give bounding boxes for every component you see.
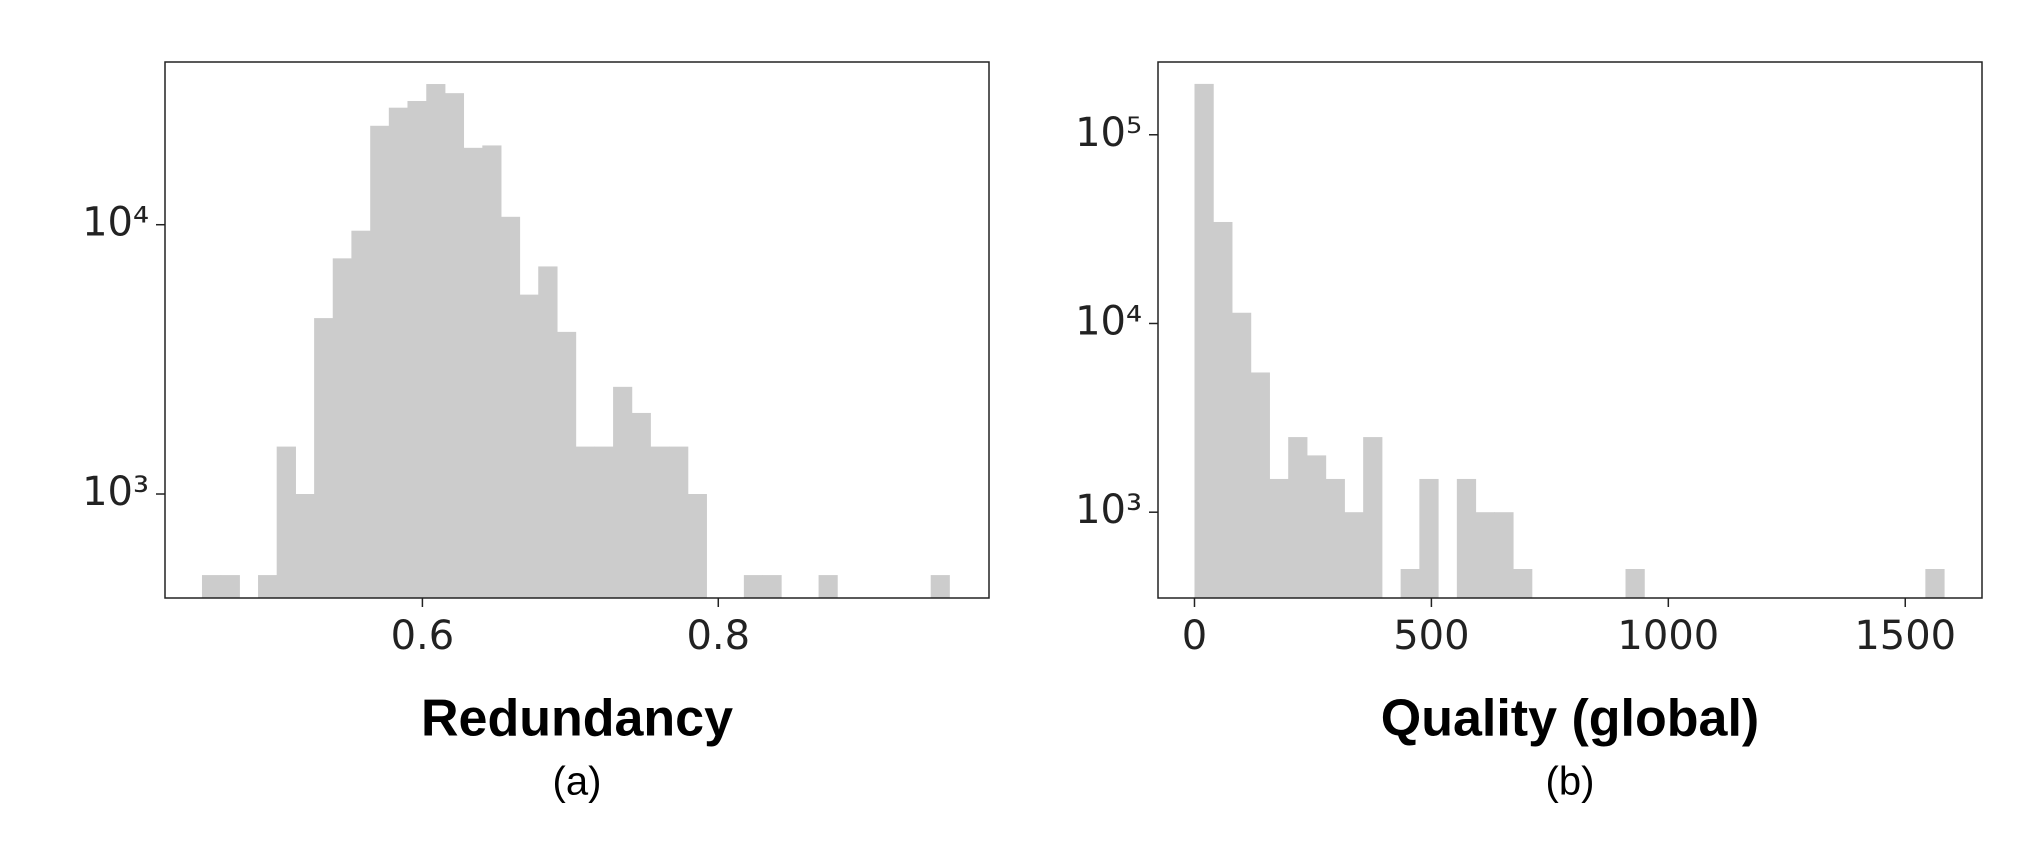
bar bbox=[201, 575, 222, 598]
bar bbox=[669, 446, 689, 598]
x-tick-label: 500 bbox=[1393, 613, 1469, 659]
bar bbox=[314, 318, 334, 598]
bar bbox=[1288, 437, 1308, 598]
bar bbox=[1494, 512, 1514, 598]
bar bbox=[1363, 437, 1383, 598]
bar bbox=[1250, 372, 1270, 598]
bar bbox=[930, 575, 950, 598]
bar bbox=[1306, 455, 1327, 598]
bar bbox=[370, 125, 390, 599]
bar bbox=[1194, 83, 1214, 598]
bar bbox=[1400, 569, 1420, 598]
axes-frame bbox=[1157, 61, 1983, 599]
bar bbox=[444, 93, 465, 598]
x-tick-label: 0.6 bbox=[391, 613, 455, 659]
bar bbox=[818, 575, 838, 598]
bar bbox=[1419, 478, 1439, 598]
x-tick-label: 1500 bbox=[1854, 613, 1956, 659]
x-axis-label: Redundancy bbox=[421, 690, 733, 748]
bar bbox=[1231, 312, 1252, 598]
x-tick-label: 1000 bbox=[1617, 613, 1719, 659]
bar bbox=[519, 294, 539, 598]
axes-frame bbox=[164, 61, 990, 599]
bar bbox=[351, 230, 371, 598]
bar bbox=[276, 446, 296, 598]
y-tick-label: 10³ bbox=[1075, 487, 1142, 533]
bar bbox=[482, 145, 502, 598]
bar bbox=[295, 494, 315, 598]
caption: (a) bbox=[553, 760, 602, 804]
bar bbox=[743, 575, 764, 598]
bar bbox=[1925, 569, 1945, 598]
bar bbox=[631, 412, 651, 598]
bar bbox=[1625, 569, 1645, 598]
bar bbox=[762, 575, 782, 598]
bar bbox=[1513, 569, 1533, 598]
y-tick-label: 10³ bbox=[82, 469, 149, 515]
bar bbox=[258, 575, 278, 598]
bar bbox=[500, 216, 521, 598]
y-tick-label: 10⁴ bbox=[82, 200, 149, 246]
x-axis-label: Quality (global) bbox=[1381, 690, 1759, 748]
bar bbox=[220, 575, 240, 598]
bar bbox=[1269, 478, 1289, 598]
bar bbox=[1456, 478, 1477, 598]
bar bbox=[575, 446, 595, 598]
bar bbox=[1344, 512, 1364, 598]
bar bbox=[557, 331, 577, 598]
bar bbox=[426, 84, 446, 598]
bar bbox=[1325, 478, 1345, 598]
y-tick-label: 10⁵ bbox=[1075, 110, 1142, 156]
caption: (b) bbox=[1546, 760, 1595, 804]
bar bbox=[538, 266, 558, 598]
bar bbox=[687, 494, 707, 598]
x-tick-label: 0 bbox=[1182, 613, 1207, 659]
bar bbox=[388, 107, 408, 598]
bar bbox=[1213, 221, 1233, 599]
bar bbox=[407, 101, 427, 598]
bar bbox=[594, 446, 614, 598]
y-tick-label: 10⁴ bbox=[1075, 298, 1142, 344]
bar bbox=[650, 446, 670, 598]
bar bbox=[1475, 512, 1495, 598]
x-tick-label: 0.8 bbox=[686, 613, 750, 659]
bar bbox=[613, 386, 633, 598]
bar bbox=[463, 147, 483, 599]
bar bbox=[332, 258, 352, 598]
